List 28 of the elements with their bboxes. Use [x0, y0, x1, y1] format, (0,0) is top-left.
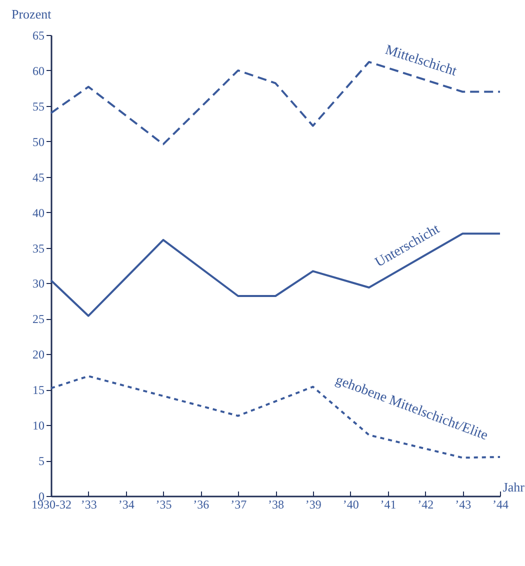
y-tick-label: 20 [32, 348, 44, 362]
x-tick-label: ’40 [342, 498, 359, 512]
y-tick-label: 35 [32, 241, 44, 256]
y-tick-label: 65 [32, 28, 44, 42]
x-tick-label: ’42 [418, 498, 434, 512]
y-tick-label: 60 [32, 64, 44, 78]
x-tick-label: ’35 [156, 498, 172, 512]
y-tick-label: 55 [32, 99, 44, 114]
x-tick-label: ’34 [118, 498, 134, 512]
y-tick-label: 5 [38, 454, 44, 468]
x-axis-title: Jahr [502, 480, 525, 494]
x-tick-label: ’33 [80, 498, 97, 512]
y-tick-label: 30 [32, 276, 44, 291]
y-tick-label: 25 [32, 312, 44, 326]
y-axis-title: Prozent [12, 6, 52, 22]
y-tick-label: 45 [32, 170, 44, 184]
y-tick-label: 50 [32, 134, 44, 149]
x-tick-label: ’44 [492, 498, 508, 512]
x-tick-label: ’39 [305, 498, 322, 512]
y-tick-label: 40 [32, 206, 44, 220]
x-tick-label: ’36 [193, 498, 210, 512]
x-tick-label: ’43 [455, 498, 472, 512]
y-tick-label: 10 [32, 418, 44, 433]
y-tick-label: 15 [32, 383, 44, 398]
x-tick-label: ’38 [268, 498, 284, 512]
x-tick-label: ’37 [230, 498, 247, 512]
line-series [50, 375, 501, 459]
x-tick-label: ’41 [380, 498, 396, 512]
